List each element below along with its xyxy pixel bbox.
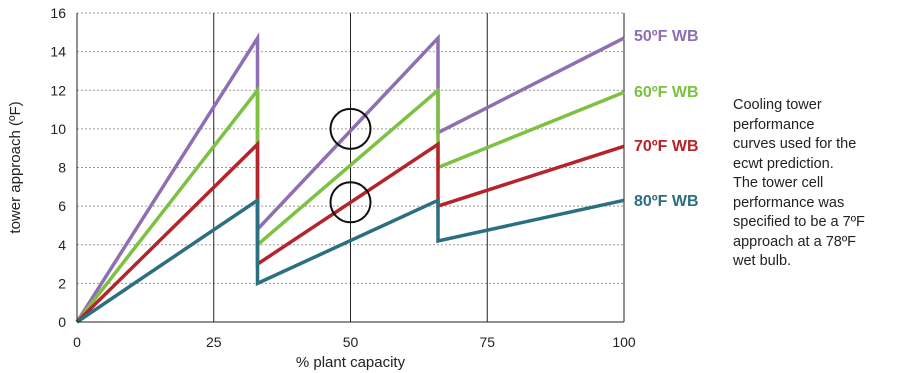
series-label: 50ºF WB — [634, 28, 699, 45]
x-tick-label: 75 — [479, 334, 495, 350]
y-tick-label: 14 — [50, 44, 66, 60]
x-tick-label: 100 — [612, 334, 636, 350]
caption-line: Cooling tower — [733, 97, 822, 113]
x-tick-label: 50 — [343, 334, 359, 350]
x-tick-label: 25 — [206, 334, 222, 350]
grid-layer — [77, 12, 625, 322]
axis-layer: 0 2 4 6 8 10 12 14 16 0 25 50 75 100 — [50, 5, 635, 350]
label-layer: 50ºF WB 60ºF WB 70ºF WB 80ºF WB — [634, 28, 699, 210]
series-line — [75, 85, 625, 324]
series-line — [75, 32, 625, 323]
y-tick-label: 12 — [50, 82, 66, 98]
caption-line: performance — [733, 116, 815, 133]
chart-caption: Cooling tower performance curves used fo… — [733, 96, 911, 272]
series-label: 70ºF WB — [634, 138, 699, 155]
caption-line: specified to be a 7ºF — [733, 214, 865, 230]
x-axis-label: % plant capacity — [296, 354, 406, 371]
annotation-circle — [329, 181, 372, 224]
y-tick-label: 10 — [50, 121, 66, 137]
y-tick-label: 4 — [58, 237, 66, 253]
y-tick-label: 8 — [58, 160, 66, 176]
series-line — [76, 197, 625, 324]
y-tick-label: 2 — [58, 275, 66, 291]
series-line — [75, 140, 625, 324]
series-layer — [75, 32, 625, 324]
y-axis-label: tower approach (ºF) — [7, 101, 24, 233]
annotation-circle — [329, 107, 372, 150]
y-tick-label: 6 — [58, 198, 66, 214]
caption-line: The tower cell — [733, 175, 824, 191]
y-tick-label: 0 — [58, 314, 66, 330]
annotation-layer — [329, 107, 372, 224]
caption-line: ecwt prediction. — [733, 155, 834, 172]
x-tick-label: 0 — [73, 334, 81, 350]
caption-line: performance was — [733, 194, 845, 211]
series-label: 80ºF WB — [634, 193, 699, 210]
y-tick-label: 16 — [50, 5, 66, 21]
caption-line: approach at a 78ºF — [733, 233, 856, 250]
caption-line: curves used for the — [733, 136, 857, 152]
caption-line: wet bulb. — [733, 253, 792, 269]
series-label: 60ºF WB — [634, 84, 699, 101]
